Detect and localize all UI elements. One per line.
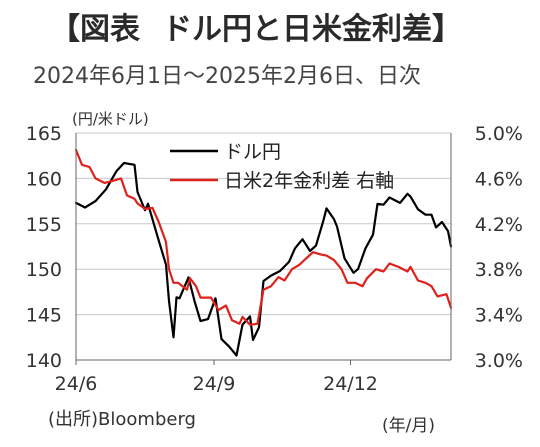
left-tick-label: 165 xyxy=(26,123,62,145)
chart-subtitle: 2024年6月1日～2025年2月6日、日次 xyxy=(33,64,421,89)
right-tick-label: 5.0% xyxy=(475,123,523,145)
x-tick-label: 24/12 xyxy=(323,373,378,395)
legend-label: ドル円 xyxy=(224,141,281,163)
left-tick-label: 160 xyxy=(26,168,62,190)
right-tick-label: 4.2% xyxy=(475,214,523,236)
gridlines xyxy=(76,132,451,316)
left-tick-label: 140 xyxy=(26,350,62,372)
series-line-rate-spread xyxy=(74,148,453,326)
right-tick-label: 3.0% xyxy=(475,350,523,372)
axes: 140 145 150 155 160 165 3.0% 3.4% 3.8% 4.2% 4.6% 5.… xyxy=(26,110,523,395)
x-tick-label: 24/9 xyxy=(193,373,236,395)
legend-label: 日米2年金利差 右軸 xyxy=(224,170,394,192)
series-line-usdjpy xyxy=(74,161,453,357)
x-axis-unit: (年/月) xyxy=(382,416,435,436)
x-tick-label: 24/6 xyxy=(55,373,98,395)
left-tick-label: 145 xyxy=(26,305,62,327)
right-tick-label: 3.4% xyxy=(475,305,523,327)
series-lines xyxy=(74,148,453,357)
left-tick-label: 150 xyxy=(26,259,62,281)
right-tick-label: 3.8% xyxy=(475,259,523,281)
right-tick-label: 4.6% xyxy=(475,168,523,190)
left-axis-label: (円/米ドル) xyxy=(72,110,149,128)
chart-title: 【図表 ドル円と日米金利差】 xyxy=(50,12,462,47)
source-note: (出所)Bloomberg xyxy=(48,409,196,430)
left-tick-label: 155 xyxy=(26,214,62,236)
